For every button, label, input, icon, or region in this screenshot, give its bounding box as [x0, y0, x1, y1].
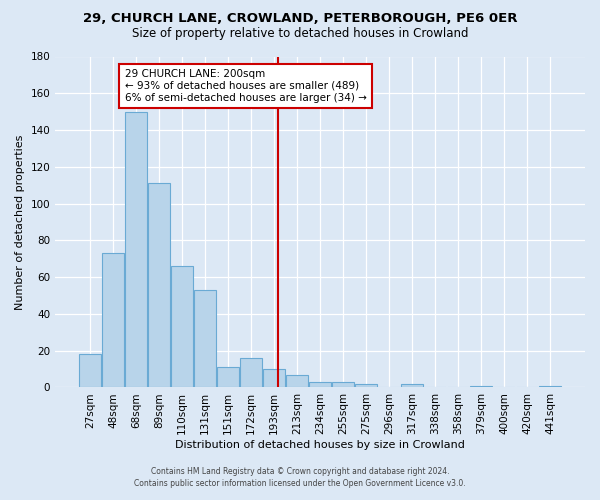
Bar	[332, 382, 354, 388]
Bar	[125, 112, 147, 388]
Text: 29 CHURCH LANE: 200sqm
← 93% of detached houses are smaller (489)
6% of semi-det: 29 CHURCH LANE: 200sqm ← 93% of detached…	[125, 70, 367, 102]
Text: Contains HM Land Registry data © Crown copyright and database right 2024.: Contains HM Land Registry data © Crown c…	[151, 467, 449, 476]
Bar	[401, 384, 423, 388]
Bar	[470, 386, 492, 388]
Text: 29, CHURCH LANE, CROWLAND, PETERBOROUGH, PE6 0ER: 29, CHURCH LANE, CROWLAND, PETERBOROUGH,…	[83, 12, 517, 26]
Bar	[539, 386, 561, 388]
X-axis label: Distribution of detached houses by size in Crowland: Distribution of detached houses by size …	[175, 440, 465, 450]
Bar	[171, 266, 193, 388]
Bar	[79, 354, 101, 388]
Bar	[309, 382, 331, 388]
Bar	[194, 290, 216, 388]
Text: Contains public sector information licensed under the Open Government Licence v3: Contains public sector information licen…	[134, 478, 466, 488]
Bar	[240, 358, 262, 388]
Bar	[286, 374, 308, 388]
Bar	[217, 367, 239, 388]
Bar	[148, 184, 170, 388]
Text: Size of property relative to detached houses in Crowland: Size of property relative to detached ho…	[132, 28, 468, 40]
Bar	[102, 253, 124, 388]
Y-axis label: Number of detached properties: Number of detached properties	[15, 134, 25, 310]
Bar	[355, 384, 377, 388]
Bar	[263, 369, 285, 388]
